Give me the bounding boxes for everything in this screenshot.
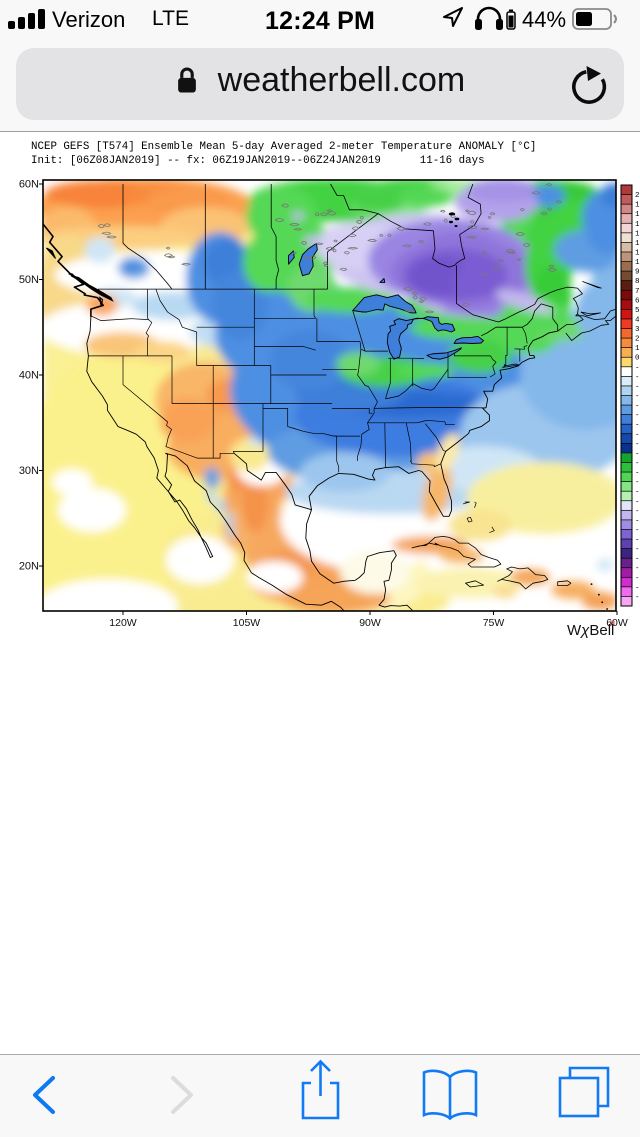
svg-text:WχBell: WχBell xyxy=(567,622,614,639)
svg-text:3: 3 xyxy=(635,326,640,334)
svg-text:1: 1 xyxy=(635,259,640,267)
svg-text:-: - xyxy=(635,594,640,602)
svg-text:-: - xyxy=(635,556,640,564)
svg-text:6: 6 xyxy=(635,297,640,305)
svg-text:60W: 60W xyxy=(606,617,628,629)
svg-text:8: 8 xyxy=(635,278,640,286)
svg-text:-: - xyxy=(635,498,640,506)
svg-text:1: 1 xyxy=(635,249,640,257)
svg-text:1: 1 xyxy=(635,240,640,248)
svg-text:-: - xyxy=(635,450,640,458)
svg-text:-: - xyxy=(635,537,640,545)
svg-text:60N: 60N xyxy=(19,179,39,191)
svg-text:-: - xyxy=(635,383,640,391)
svg-text:40N: 40N xyxy=(19,370,39,382)
svg-text:105W: 105W xyxy=(233,617,261,629)
svg-text:-: - xyxy=(635,546,640,554)
svg-text:-: - xyxy=(635,479,640,487)
svg-text:-: - xyxy=(635,565,640,573)
svg-text:-: - xyxy=(635,412,640,420)
svg-text:-: - xyxy=(635,431,640,439)
svg-text:1: 1 xyxy=(635,221,640,229)
svg-text:20N: 20N xyxy=(19,561,39,573)
svg-text:-: - xyxy=(635,403,640,411)
svg-text:120W: 120W xyxy=(109,617,137,629)
svg-text:75W: 75W xyxy=(483,617,505,629)
svg-text:1: 1 xyxy=(635,211,640,219)
svg-text:-: - xyxy=(635,364,640,372)
svg-text:-: - xyxy=(635,584,640,592)
svg-text:-: - xyxy=(635,489,640,497)
svg-text:-: - xyxy=(635,527,640,535)
svg-text:30N: 30N xyxy=(19,465,39,477)
svg-text:-: - xyxy=(635,470,640,478)
svg-text:90W: 90W xyxy=(359,617,381,629)
svg-text:2: 2 xyxy=(635,192,640,200)
svg-text:0: 0 xyxy=(635,355,640,363)
svg-text:-: - xyxy=(635,508,640,516)
svg-text:®: ® xyxy=(610,620,616,628)
svg-text:7: 7 xyxy=(635,288,640,296)
svg-text:1: 1 xyxy=(635,230,640,238)
svg-text:4: 4 xyxy=(635,316,640,324)
svg-text:9: 9 xyxy=(635,269,640,277)
svg-text:-: - xyxy=(635,441,640,449)
svg-text:5: 5 xyxy=(635,307,640,315)
svg-text:50N: 50N xyxy=(19,274,39,286)
svg-text:1: 1 xyxy=(635,345,640,353)
svg-text:-: - xyxy=(635,460,640,468)
svg-text:-: - xyxy=(635,374,640,382)
svg-text:-: - xyxy=(635,422,640,430)
svg-text:-: - xyxy=(635,393,640,401)
svg-text:1: 1 xyxy=(635,202,640,210)
svg-text:-: - xyxy=(635,575,640,583)
svg-text:2: 2 xyxy=(635,336,640,344)
svg-text:-: - xyxy=(635,517,640,525)
